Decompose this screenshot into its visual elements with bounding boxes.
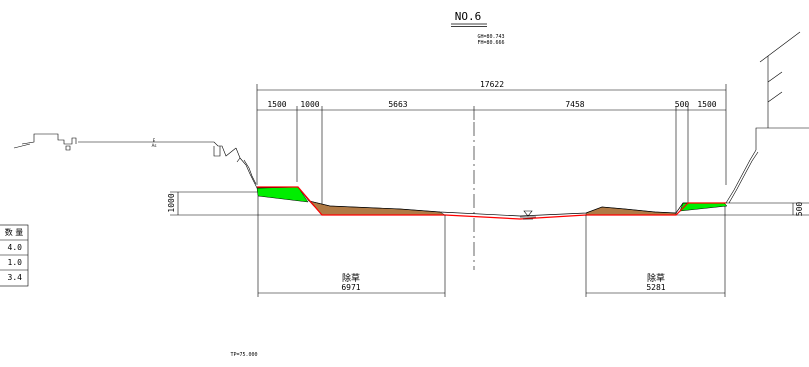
datum-label: TP=75.000 bbox=[230, 352, 257, 358]
weeding-dimensions bbox=[257, 196, 726, 297]
quantity-row-2: 1.0 bbox=[8, 258, 23, 267]
left-slope-revetment bbox=[235, 147, 258, 189]
left-road-structure bbox=[13, 133, 237, 157]
weeding-left-value: 6971 bbox=[341, 283, 360, 292]
quantity-table-header: 数 量 bbox=[5, 227, 24, 237]
quantity-table bbox=[0, 224, 29, 287]
segment-dimensions bbox=[257, 106, 726, 215]
dim-seg-5: 500 bbox=[675, 100, 690, 109]
small-label-a: E bbox=[153, 138, 156, 143]
weeding-right-value: 5281 bbox=[646, 283, 665, 292]
weeding-left-label: 除草 bbox=[342, 272, 360, 284]
reference-lines bbox=[170, 191, 809, 216]
section-number: NO.6 bbox=[455, 10, 482, 23]
weeding-right-label: 除草 bbox=[647, 272, 665, 284]
water-level-marker bbox=[520, 210, 536, 220]
right-structure bbox=[759, 31, 801, 128]
formation-height-label: FH=80.666 bbox=[477, 40, 504, 46]
left-height-label: 1000 bbox=[167, 193, 176, 212]
dim-seg-1: 1500 bbox=[267, 100, 286, 109]
overall-width-label: 17622 bbox=[480, 80, 504, 89]
quantity-row-3: 3.4 bbox=[8, 273, 23, 282]
right-height-label: 500 bbox=[795, 202, 804, 217]
ground-line bbox=[256, 186, 724, 217]
dim-seg-6: 1500 bbox=[697, 100, 716, 109]
ground-height-label: GH=80.743 bbox=[477, 34, 504, 40]
quantity-row-1: 4.0 bbox=[8, 243, 23, 252]
dim-seg-2: 1000 bbox=[300, 100, 319, 109]
dim-seg-3: 5663 bbox=[388, 100, 407, 109]
overall-dimension bbox=[256, 84, 727, 185]
right-slope-revetment bbox=[725, 127, 809, 204]
dim-seg-4: 7458 bbox=[565, 100, 584, 109]
small-label-b: As bbox=[152, 143, 157, 148]
design-line bbox=[257, 186, 726, 220]
